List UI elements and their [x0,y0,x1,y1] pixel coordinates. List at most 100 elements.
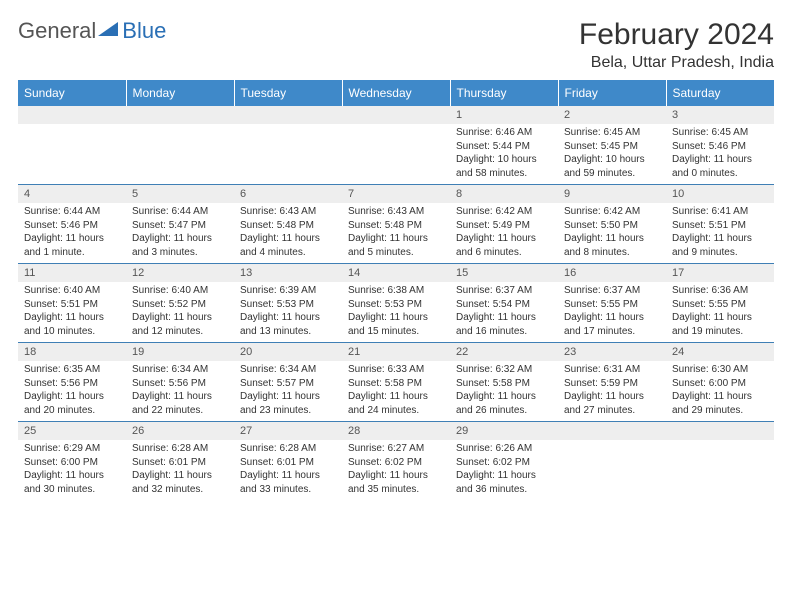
day-info-cell: Sunrise: 6:36 AMSunset: 5:55 PMDaylight:… [666,282,774,343]
day-number-cell: 16 [558,264,666,283]
day-number-row: 18192021222324 [18,343,774,362]
day-info-cell: Sunrise: 6:39 AMSunset: 5:53 PMDaylight:… [234,282,342,343]
day-details: Sunrise: 6:40 AMSunset: 5:51 PMDaylight:… [18,282,126,342]
day-number-cell: 5 [126,185,234,204]
day-number-cell: 19 [126,343,234,362]
day-info-cell: Sunrise: 6:44 AMSunset: 5:47 PMDaylight:… [126,203,234,264]
day-number-row: 123 [18,106,774,124]
day-info-cell: Sunrise: 6:37 AMSunset: 5:55 PMDaylight:… [558,282,666,343]
day-info-cell: Sunrise: 6:42 AMSunset: 5:49 PMDaylight:… [450,203,558,264]
day-info-cell: Sunrise: 6:28 AMSunset: 6:01 PMDaylight:… [126,440,234,500]
day-info-cell: Sunrise: 6:31 AMSunset: 5:59 PMDaylight:… [558,361,666,422]
day-info-cell: Sunrise: 6:27 AMSunset: 6:02 PMDaylight:… [342,440,450,500]
day-info-cell [126,124,234,185]
day-details: Sunrise: 6:27 AMSunset: 6:02 PMDaylight:… [342,440,450,500]
day-details: Sunrise: 6:31 AMSunset: 5:59 PMDaylight:… [558,361,666,421]
day-number-cell: 22 [450,343,558,362]
day-number-cell: 3 [666,106,774,124]
day-header: Sunday [18,80,126,106]
day-number-cell: 23 [558,343,666,362]
day-info-row: Sunrise: 6:40 AMSunset: 5:51 PMDaylight:… [18,282,774,343]
day-details: Sunrise: 6:44 AMSunset: 5:46 PMDaylight:… [18,203,126,263]
day-details: Sunrise: 6:34 AMSunset: 5:56 PMDaylight:… [126,361,234,421]
day-info-cell: Sunrise: 6:30 AMSunset: 6:00 PMDaylight:… [666,361,774,422]
day-number-cell: 25 [18,422,126,441]
day-details: Sunrise: 6:32 AMSunset: 5:58 PMDaylight:… [450,361,558,421]
day-info-cell [666,440,774,500]
day-info-cell: Sunrise: 6:44 AMSunset: 5:46 PMDaylight:… [18,203,126,264]
day-info-cell: Sunrise: 6:28 AMSunset: 6:01 PMDaylight:… [234,440,342,500]
day-info-cell: Sunrise: 6:32 AMSunset: 5:58 PMDaylight:… [450,361,558,422]
day-number-cell: 1 [450,106,558,124]
day-number-cell [234,106,342,124]
day-number-row: 45678910 [18,185,774,204]
day-details: Sunrise: 6:38 AMSunset: 5:53 PMDaylight:… [342,282,450,342]
day-details: Sunrise: 6:43 AMSunset: 5:48 PMDaylight:… [342,203,450,263]
day-info-cell: Sunrise: 6:46 AMSunset: 5:44 PMDaylight:… [450,124,558,185]
day-number-cell: 13 [234,264,342,283]
day-header: Tuesday [234,80,342,106]
day-number-cell: 26 [126,422,234,441]
day-details: Sunrise: 6:45 AMSunset: 5:45 PMDaylight:… [558,124,666,184]
day-info-cell: Sunrise: 6:43 AMSunset: 5:48 PMDaylight:… [234,203,342,264]
day-info-cell: Sunrise: 6:38 AMSunset: 5:53 PMDaylight:… [342,282,450,343]
day-details: Sunrise: 6:44 AMSunset: 5:47 PMDaylight:… [126,203,234,263]
day-number-cell: 4 [18,185,126,204]
day-number-cell: 24 [666,343,774,362]
day-number-cell: 14 [342,264,450,283]
day-details: Sunrise: 6:46 AMSunset: 5:44 PMDaylight:… [450,124,558,184]
header: General Blue February 2024 Bela, Uttar P… [18,18,774,72]
location-label: Bela, Uttar Pradesh, India [579,54,774,72]
day-details: Sunrise: 6:34 AMSunset: 5:57 PMDaylight:… [234,361,342,421]
day-info-cell: Sunrise: 6:42 AMSunset: 5:50 PMDaylight:… [558,203,666,264]
day-details: Sunrise: 6:39 AMSunset: 5:53 PMDaylight:… [234,282,342,342]
day-number-cell: 15 [450,264,558,283]
day-number-row: 11121314151617 [18,264,774,283]
day-details: Sunrise: 6:37 AMSunset: 5:54 PMDaylight:… [450,282,558,342]
day-number-cell: 6 [234,185,342,204]
day-info-cell: Sunrise: 6:43 AMSunset: 5:48 PMDaylight:… [342,203,450,264]
day-number-cell: 12 [126,264,234,283]
day-details: Sunrise: 6:45 AMSunset: 5:46 PMDaylight:… [666,124,774,184]
logo: General Blue [18,18,166,44]
day-info-cell: Sunrise: 6:45 AMSunset: 5:46 PMDaylight:… [666,124,774,185]
day-number-cell: 20 [234,343,342,362]
day-header: Thursday [450,80,558,106]
logo-text-general: General [18,18,96,44]
logo-text-blue: Blue [122,18,166,44]
day-details: Sunrise: 6:40 AMSunset: 5:52 PMDaylight:… [126,282,234,342]
day-details: Sunrise: 6:28 AMSunset: 6:01 PMDaylight:… [126,440,234,500]
day-info-cell [18,124,126,185]
day-number-cell: 17 [666,264,774,283]
day-header: Friday [558,80,666,106]
day-number-cell [126,106,234,124]
day-info-cell: Sunrise: 6:34 AMSunset: 5:57 PMDaylight:… [234,361,342,422]
calendar-header-row: SundayMondayTuesdayWednesdayThursdayFrid… [18,80,774,106]
day-number-cell: 10 [666,185,774,204]
day-info-cell [234,124,342,185]
day-details: Sunrise: 6:35 AMSunset: 5:56 PMDaylight:… [18,361,126,421]
day-details: Sunrise: 6:36 AMSunset: 5:55 PMDaylight:… [666,282,774,342]
calendar-table: SundayMondayTuesdayWednesdayThursdayFrid… [18,80,774,500]
day-number-cell [666,422,774,441]
day-number-cell: 11 [18,264,126,283]
day-info-row: Sunrise: 6:35 AMSunset: 5:56 PMDaylight:… [18,361,774,422]
day-info-row: Sunrise: 6:29 AMSunset: 6:00 PMDaylight:… [18,440,774,500]
day-number-cell: 8 [450,185,558,204]
title-block: February 2024 Bela, Uttar Pradesh, India [579,18,774,72]
day-details: Sunrise: 6:37 AMSunset: 5:55 PMDaylight:… [558,282,666,342]
day-number-cell [342,106,450,124]
day-info-cell: Sunrise: 6:40 AMSunset: 5:51 PMDaylight:… [18,282,126,343]
day-info-cell: Sunrise: 6:35 AMSunset: 5:56 PMDaylight:… [18,361,126,422]
day-header: Wednesday [342,80,450,106]
day-details: Sunrise: 6:41 AMSunset: 5:51 PMDaylight:… [666,203,774,263]
day-info-cell: Sunrise: 6:37 AMSunset: 5:54 PMDaylight:… [450,282,558,343]
day-info-cell [342,124,450,185]
day-number-cell [18,106,126,124]
day-details: Sunrise: 6:33 AMSunset: 5:58 PMDaylight:… [342,361,450,421]
day-number-cell: 9 [558,185,666,204]
day-number-cell: 7 [342,185,450,204]
day-details: Sunrise: 6:43 AMSunset: 5:48 PMDaylight:… [234,203,342,263]
day-details: Sunrise: 6:29 AMSunset: 6:00 PMDaylight:… [18,440,126,500]
day-info-row: Sunrise: 6:46 AMSunset: 5:44 PMDaylight:… [18,124,774,185]
